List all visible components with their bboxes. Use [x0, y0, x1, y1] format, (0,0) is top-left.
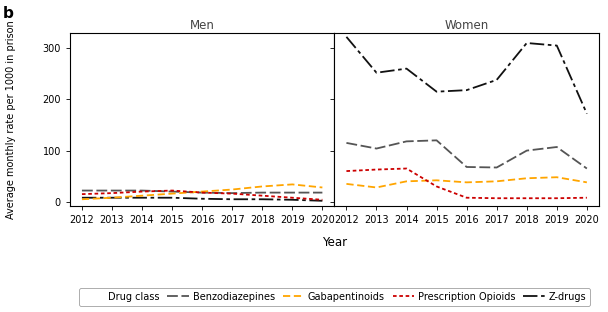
Text: Average monthly rate per 1000 in prison: Average monthly rate per 1000 in prison [6, 21, 16, 220]
Title: Women: Women [444, 19, 489, 32]
Title: Men: Men [190, 19, 215, 32]
Text: Year: Year [322, 236, 347, 250]
Legend: Drug class, Benzodiazepines, Gabapentinoids, Prescription Opioids, Z-drugs: Drug class, Benzodiazepines, Gabapentino… [79, 288, 590, 305]
Text: b: b [3, 6, 14, 21]
